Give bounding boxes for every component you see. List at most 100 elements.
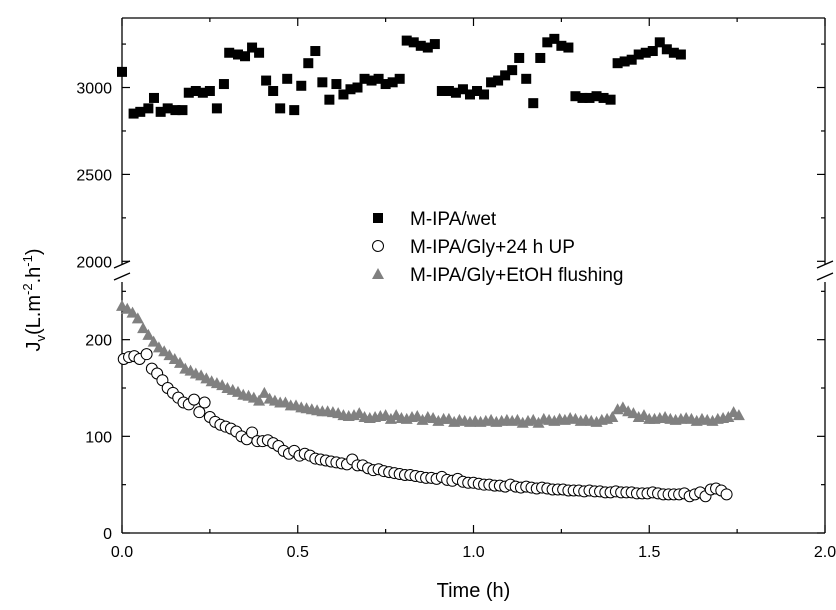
tick-marks	[121, 18, 826, 534]
x-tick-label: 0.5	[287, 544, 309, 561]
data-point-m-ipa-wet	[612, 58, 623, 69]
data-point-m-ipa-gly-etoh	[126, 306, 139, 318]
y-tick-label: 3000	[76, 81, 112, 98]
data-point-m-ipa-wet	[514, 52, 525, 63]
x-tick-label: 0.0	[111, 544, 133, 561]
data-point-m-ipa-wet	[197, 87, 208, 98]
y-tick-label: 200	[85, 333, 112, 350]
data-point-m-ipa-wet	[204, 85, 215, 96]
data-point-m-ipa-gly-etoh	[142, 328, 155, 340]
data-point-m-ipa-wet	[549, 33, 560, 44]
data-point-m-ipa-wet	[570, 91, 581, 102]
data-point-m-ipa-wet	[211, 103, 222, 114]
data-point-m-ipa-wet	[500, 70, 511, 81]
y-axis-label: Jv(L.m-2.h-1)	[20, 249, 48, 352]
data-point-m-ipa-wet	[472, 85, 483, 96]
axis-break-mark	[113, 272, 131, 281]
data-point-m-ipa-wet	[493, 75, 504, 86]
y-label-subscript: v	[33, 334, 48, 341]
data-point-m-ipa-wet	[626, 54, 637, 65]
data-point-m-ipa-wet	[577, 92, 588, 103]
legend-label-m-ipa-gly-24h-up: M-IPA/Gly+24 h UP	[410, 237, 575, 258]
data-point-m-ipa-wet	[450, 87, 461, 98]
y-label-unit: (L.m	[23, 295, 45, 335]
data-point-m-ipa-wet	[218, 79, 229, 90]
data-points	[116, 33, 745, 503]
data-point-m-ipa-wet	[521, 73, 532, 84]
axis-break-marks	[113, 260, 834, 281]
legend-label-m-ipa-gly-etoh: M-IPA/Gly+EtOH flushing	[410, 265, 623, 286]
data-point-m-ipa-wet	[148, 92, 159, 103]
data-point-m-ipa-wet	[303, 58, 314, 69]
data-point-m-ipa-wet	[143, 103, 154, 114]
data-point-m-ipa-wet	[338, 89, 349, 100]
x-tick-label: 1.0	[462, 544, 484, 561]
y-label-exponent-1: -2	[20, 283, 35, 295]
data-point-m-ipa-wet	[457, 84, 468, 95]
data-point-m-ipa-wet	[535, 52, 546, 63]
legend-symbol-triangle	[372, 268, 384, 279]
data-point-m-ipa-wet	[317, 77, 328, 88]
x-tick-label: 2.0	[814, 544, 836, 561]
data-point-m-ipa-gly-etoh	[606, 411, 619, 422]
data-point-m-ipa-gly-etoh	[384, 412, 397, 424]
data-point-m-ipa-wet	[408, 37, 419, 48]
data-point-m-ipa-gly-etoh	[532, 416, 545, 428]
data-point-m-ipa-wet	[240, 51, 251, 62]
y-tick-label: 2500	[76, 167, 112, 184]
data-point-m-ipa-gly-etoh	[732, 409, 745, 421]
data-point-m-ipa-wet	[170, 105, 181, 116]
data-point-m-ipa-wet	[289, 105, 300, 116]
data-point-m-ipa-wet	[190, 85, 201, 96]
data-point-m-ipa-wet	[310, 46, 321, 57]
x-axis-label: Time (h)	[437, 580, 511, 602]
legend: M-IPA/wet M-IPA/Gly+24 h UP M-IPA/Gly+Et…	[372, 209, 623, 286]
legend-symbol-circle	[372, 240, 384, 252]
y-tick-label: 0	[103, 526, 112, 543]
data-point-m-ipa-wet	[373, 73, 384, 84]
data-point-m-ipa-wet	[275, 103, 286, 114]
data-point-m-ipa-wet	[282, 73, 293, 84]
data-point-m-ipa-wet	[605, 94, 616, 105]
data-point-m-ipa-wet	[675, 49, 686, 60]
data-point-m-ipa-gly-24h-up	[188, 393, 201, 406]
y-tick-label: 2000	[76, 254, 112, 271]
data-point-m-ipa-gly-etoh	[416, 413, 429, 425]
data-point-m-ipa-gly-etoh	[131, 312, 144, 324]
data-point-m-ipa-wet	[542, 37, 553, 48]
data-point-m-ipa-gly-etoh	[258, 386, 271, 398]
data-point-m-ipa-wet	[486, 77, 497, 88]
data-point-m-ipa-gly-24h-up	[140, 348, 153, 361]
data-point-m-ipa-wet	[135, 106, 146, 117]
legend-label-m-ipa-wet: M-IPA/wet	[410, 209, 497, 230]
data-point-m-ipa-gly-etoh	[137, 322, 150, 334]
data-point-m-ipa-wet	[633, 49, 644, 60]
data-point-m-ipa-wet	[183, 87, 194, 98]
data-point-m-ipa-wet	[224, 47, 235, 58]
data-point-m-ipa-gly-24h-up	[193, 406, 206, 419]
data-point-m-ipa-gly-24h-up	[246, 426, 259, 439]
data-point-m-ipa-wet	[331, 79, 342, 90]
data-point-m-ipa-wet	[387, 77, 398, 88]
data-point-m-ipa-wet	[394, 73, 405, 84]
tick-labels: 0.0 0.5 1.0 1.5 2.0 0 100 200 2000 2500 3000	[76, 81, 836, 561]
data-point-m-ipa-wet	[654, 37, 665, 48]
axis-break-mark	[816, 272, 834, 281]
data-point-m-ipa-wet	[584, 92, 595, 103]
data-point-m-ipa-gly-24h-up	[198, 396, 211, 409]
data-point-m-ipa-wet	[261, 75, 272, 86]
y-label-end: )	[23, 249, 45, 256]
data-point-m-ipa-wet	[556, 40, 567, 51]
data-point-m-ipa-gly-etoh	[253, 394, 266, 406]
data-point-m-ipa-wet	[268, 85, 279, 96]
data-point-m-ipa-gly-etoh	[173, 356, 186, 368]
data-point-m-ipa-wet	[380, 79, 391, 90]
data-point-m-ipa-wet	[162, 103, 173, 114]
data-point-m-ipa-wet	[598, 92, 609, 103]
data-point-m-ipa-wet	[591, 91, 602, 102]
data-point-m-ipa-wet	[345, 84, 356, 95]
data-point-m-ipa-wet	[640, 47, 651, 58]
data-point-m-ipa-wet	[254, 47, 265, 58]
data-point-m-ipa-wet	[443, 85, 454, 96]
